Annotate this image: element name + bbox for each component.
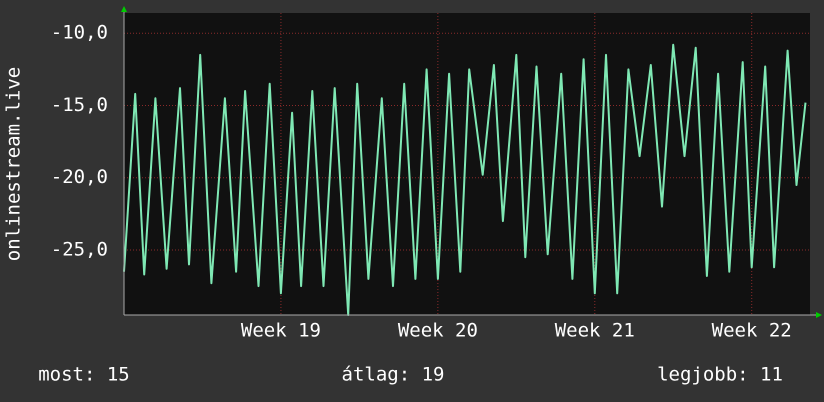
footer-max: legjobb: 11 [657, 364, 783, 386]
y-arrow [121, 6, 127, 12]
grid [124, 13, 810, 315]
y-axis-label: onlinestream.live [3, 67, 25, 261]
series-line [123, 43, 807, 316]
footer-current: most: 15 [38, 364, 130, 386]
x-tick-label: Week 22 [712, 320, 792, 342]
x-tick-label: Week 19 [241, 320, 321, 342]
x-arrow [816, 312, 822, 318]
y-tick-label: -10,0 [51, 22, 108, 44]
y-tick-label: -25,0 [51, 238, 108, 260]
footer-average: átlag: 19 [342, 364, 445, 386]
x-tick-label: Week 20 [398, 320, 478, 342]
plot [123, 43, 807, 316]
y-tick-label: -15,0 [51, 94, 108, 116]
x-tick-label: Week 21 [555, 320, 635, 342]
y-tick-label: -20,0 [51, 166, 108, 188]
